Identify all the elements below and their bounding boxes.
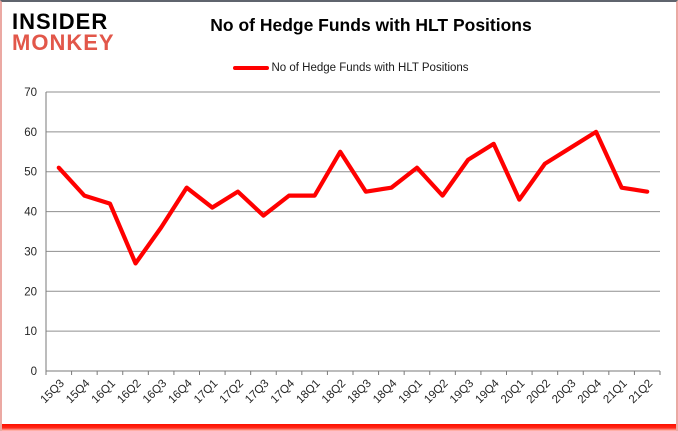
x-axis-tick-label: 17Q2 <box>218 378 246 406</box>
y-axis-tick-label: 60 <box>24 127 37 139</box>
y-axis-tick-label: 30 <box>24 246 37 258</box>
y-axis-tick-label: 70 <box>24 87 37 99</box>
x-axis-tick-label: 15Q3 <box>39 378 67 406</box>
x-axis-tick-label: 18Q3 <box>346 378 374 406</box>
x-axis-tick-label: 21Q1 <box>601 378 629 406</box>
x-axis-tick-label: 20Q2 <box>525 378 553 406</box>
logo-text-monkey: MONKEY <box>12 29 115 55</box>
y-axis-tick-label: 20 <box>24 286 37 298</box>
chart-title: No of Hedge Funds with HLT Positions <box>210 15 532 35</box>
x-axis-tick-label: 20Q3 <box>550 378 578 406</box>
x-axis-tick-label: 16Q3 <box>141 378 169 406</box>
y-axis-tick-label: 50 <box>24 167 37 179</box>
x-axis-tick-label: 20Q4 <box>576 377 605 406</box>
x-axis-tick-label: 17Q4 <box>269 377 298 406</box>
y-axis-tick-label: 0 <box>31 366 37 378</box>
x-axis-tick-label: 18Q4 <box>371 377 400 406</box>
legend: No of Hedge Funds with HLT Positions <box>2 62 676 74</box>
legend-label: No of Hedge Funds with HLT Positions <box>271 62 469 74</box>
x-axis-tick-label: 17Q1 <box>192 378 220 406</box>
bottom-red-border <box>2 424 676 431</box>
y-axis-tick-label: 10 <box>24 326 37 338</box>
x-axis-tick-label: 18Q1 <box>294 378 322 406</box>
x-axis-tick-label: 19Q3 <box>448 378 476 406</box>
x-axis-tick-label: 16Q2 <box>115 378 143 406</box>
logo-text-insider: INSIDER <box>12 9 109 34</box>
x-axis-tick-label: 20Q1 <box>499 378 527 406</box>
insider-monkey-logo: INSIDER MONKEY <box>12 9 115 55</box>
x-axis-tick-label: 18Q2 <box>320 378 348 406</box>
x-axis-tick-label: 19Q1 <box>397 378 425 406</box>
x-axis-tick-label: 19Q4 <box>473 377 502 406</box>
x-axis-tick-label: 21Q2 <box>627 378 655 406</box>
x-axis-tick-label: 16Q1 <box>90 378 118 406</box>
x-axis-tick-label: 15Q4 <box>64 377 93 406</box>
x-axis-tick-label: 19Q2 <box>422 378 450 406</box>
hedge-funds-series-line <box>56 129 650 266</box>
x-axis-tick-label: 17Q3 <box>243 378 271 406</box>
legend-line-swatch <box>233 66 270 70</box>
x-axis-tick-label: 16Q4 <box>166 377 195 406</box>
y-axis-tick-label: 40 <box>24 207 37 219</box>
